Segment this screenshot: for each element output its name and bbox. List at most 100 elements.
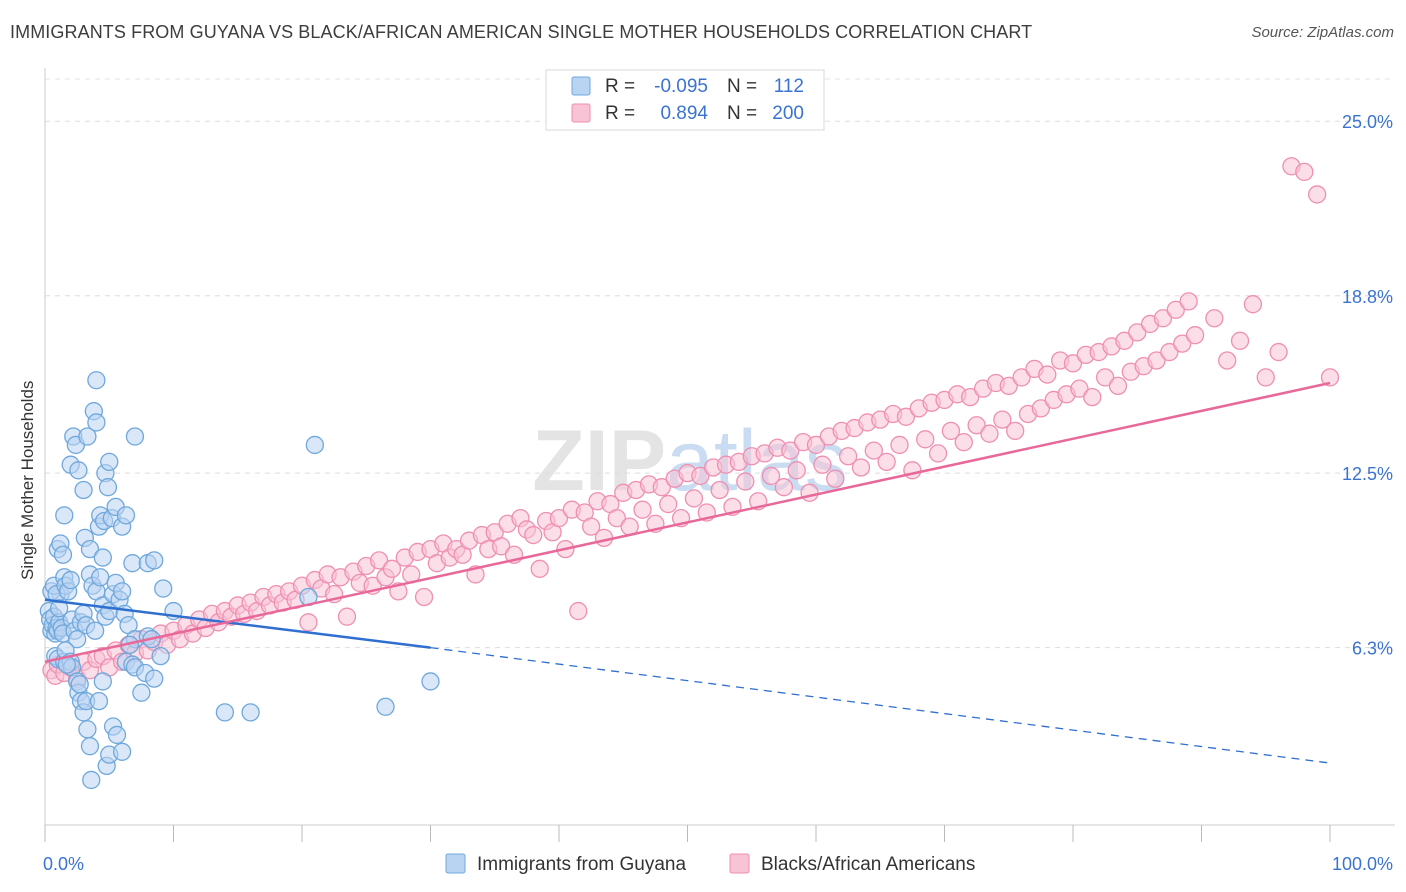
data-point-blacks-african-americans xyxy=(800,483,819,502)
legend-r-value-pink: 0.894 xyxy=(660,103,708,124)
data-point-immigrants-from-guyana xyxy=(145,551,164,570)
data-point-blacks-african-americans xyxy=(1269,342,1288,362)
data-point-immigrants-from-guyana xyxy=(154,579,173,598)
data-point-immigrants-from-guyana xyxy=(61,570,80,590)
data-point-immigrants-from-guyana xyxy=(305,435,325,455)
axes: 6.3% 12.5% 18.8% 25.0% 0.0% 100.0% xyxy=(43,68,1395,874)
data-point-blacks-african-americans xyxy=(1256,368,1275,387)
data-point-blacks-african-americans xyxy=(549,509,569,528)
data-point-blacks-african-americans xyxy=(1095,368,1115,387)
data-point-immigrants-from-guyana xyxy=(91,568,110,587)
data-point-blacks-african-americans xyxy=(684,489,704,508)
data-point-blacks-african-americans xyxy=(928,444,948,463)
data-point-blacks-african-americans xyxy=(806,435,826,455)
legend-r-value-blue: -0.095 xyxy=(654,76,708,97)
grid-lines xyxy=(45,78,1395,649)
data-point-immigrants-from-guyana xyxy=(78,720,97,739)
data-point-blacks-african-americans xyxy=(299,613,318,632)
trend-line-blacks xyxy=(44,381,1331,663)
data-point-immigrants-from-guyana xyxy=(151,646,170,666)
data-point-blacks-african-americans xyxy=(1160,342,1179,362)
data-point-immigrants-from-guyana xyxy=(82,770,101,790)
data-point-blacks-african-americans xyxy=(999,376,1018,395)
data-point-blacks-african-americans xyxy=(633,500,652,519)
data-point-immigrants-from-guyana xyxy=(85,621,105,640)
data-point-blacks-african-americans xyxy=(1295,162,1314,182)
data-point-blacks-african-americans xyxy=(896,407,916,426)
legend-swatch-pink xyxy=(571,103,591,123)
data-point-blacks-african-americans xyxy=(774,478,794,497)
data-point-blacks-african-americans xyxy=(1243,295,1263,314)
data-point-blacks-african-americans xyxy=(787,461,806,480)
data-point-blacks-african-americans xyxy=(1205,309,1224,328)
y-tick-label: 18.8% xyxy=(1342,287,1393,307)
bottom-legend: Immigrants from Guyana Blacks/African Am… xyxy=(445,853,975,875)
data-point-blacks-african-americans xyxy=(813,455,832,474)
data-point-blacks-african-americans xyxy=(761,466,781,486)
legend-swatch-blue xyxy=(571,76,591,96)
data-point-blacks-african-americans xyxy=(890,435,909,455)
legend-n-label-pink: N = xyxy=(727,103,757,124)
data-point-immigrants-from-guyana xyxy=(145,669,164,688)
data-point-blacks-african-americans xyxy=(369,551,389,570)
data-point-immigrants-from-guyana xyxy=(78,427,97,446)
data-point-immigrants-from-guyana xyxy=(123,554,142,573)
legend-n-value-blue: 112 xyxy=(774,76,804,97)
data-point-blacks-african-americans xyxy=(1031,399,1051,418)
data-point-immigrants-from-guyana xyxy=(80,539,100,559)
data-point-blacks-african-americans xyxy=(710,480,729,500)
data-point-blacks-african-americans xyxy=(1173,334,1192,353)
source-label: Source: ZipAtlas.com xyxy=(1251,24,1394,41)
bottom-legend-swatch-pink xyxy=(729,853,750,874)
data-point-blacks-african-americans xyxy=(530,559,549,578)
data-point-immigrants-from-guyana xyxy=(74,480,93,500)
data-point-immigrants-from-guyana xyxy=(107,725,127,745)
data-point-blacks-african-americans xyxy=(1012,368,1031,387)
data-point-blacks-african-americans xyxy=(941,421,961,441)
data-point-blacks-african-americans xyxy=(916,430,935,449)
data-point-blacks-african-americans xyxy=(594,528,614,548)
data-point-immigrants-from-guyana xyxy=(241,703,260,722)
y-tick-label: 25.0% xyxy=(1342,112,1393,132)
data-point-blacks-african-americans xyxy=(691,466,710,486)
data-point-immigrants-from-guyana xyxy=(100,452,119,472)
series-immigrants-from-guyana xyxy=(39,371,440,790)
data-point-blacks-african-americans xyxy=(1185,326,1205,345)
data-point-immigrants-from-guyana xyxy=(112,742,132,761)
data-point-immigrants-from-guyana xyxy=(80,737,100,756)
bottom-legend-swatch-blue xyxy=(445,853,466,874)
data-point-blacks-african-americans xyxy=(1038,365,1057,384)
data-point-immigrants-from-guyana xyxy=(55,506,74,525)
data-point-immigrants-from-guyana xyxy=(376,697,395,716)
data-point-blacks-african-americans xyxy=(1308,185,1327,204)
legend-r-label-blue: R = xyxy=(605,76,635,97)
data-point-blacks-african-americans xyxy=(877,452,896,472)
chart-title: IMMIGRANTS FROM GUYANA VS BLACK/AFRICAN … xyxy=(10,22,1033,42)
trend-line-guyana xyxy=(44,598,431,649)
data-point-blacks-african-americans xyxy=(1166,300,1185,319)
data-point-immigrants-from-guyana xyxy=(125,427,145,446)
data-point-immigrants-from-guyana xyxy=(67,630,87,649)
data-point-blacks-african-americans xyxy=(851,458,871,477)
y-tick-label: 12.5% xyxy=(1342,464,1393,484)
trend-lines xyxy=(44,381,1331,764)
data-point-blacks-african-americans xyxy=(838,447,858,466)
data-point-blacks-african-americans xyxy=(826,469,845,488)
y-tick-label: 6.3% xyxy=(1352,639,1393,659)
data-point-blacks-african-americans xyxy=(1083,387,1102,407)
data-point-blacks-african-americans xyxy=(581,517,601,536)
data-point-blacks-african-americans xyxy=(954,432,973,452)
data-point-blacks-african-americans xyxy=(1108,376,1128,395)
trend-line-guyana-extrapolated xyxy=(430,647,1331,764)
data-point-blacks-african-americans xyxy=(736,472,755,491)
data-point-immigrants-from-guyana xyxy=(215,703,235,722)
data-point-blacks-african-americans xyxy=(961,387,980,407)
data-point-immigrants-from-guyana xyxy=(87,413,106,432)
data-point-blacks-african-americans xyxy=(967,416,986,435)
legend-n-label-blue: N = xyxy=(727,76,757,97)
data-point-blacks-african-americans xyxy=(864,441,883,460)
data-point-blacks-african-americans xyxy=(980,424,999,443)
data-point-immigrants-from-guyana xyxy=(132,683,151,702)
data-point-blacks-african-americans xyxy=(414,587,434,607)
